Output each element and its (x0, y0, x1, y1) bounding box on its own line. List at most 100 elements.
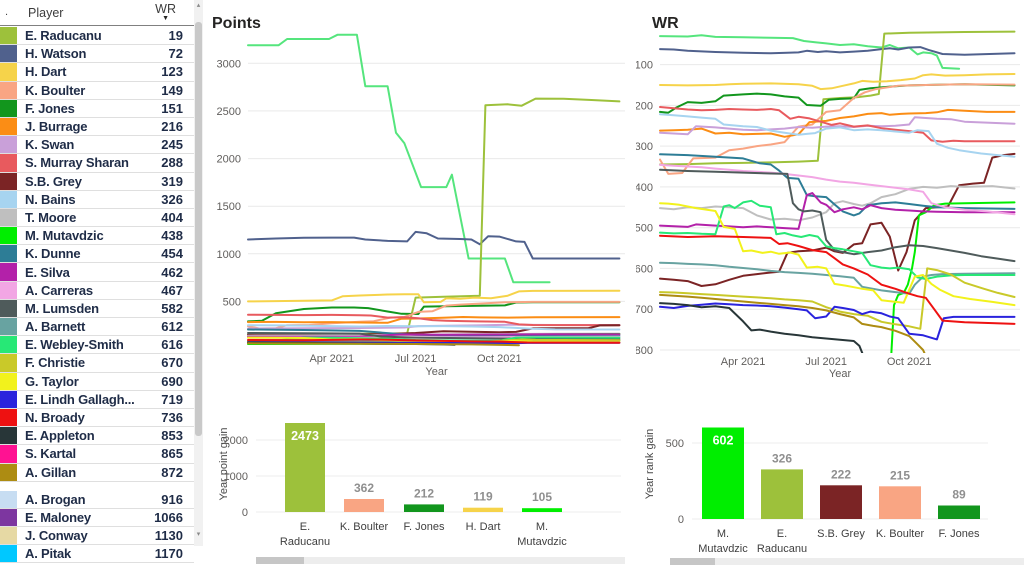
table-row-s-murray-sharan[interactable]: S. Murray Sharan 288 (0, 154, 194, 173)
table-row-k-dunne[interactable]: K. Dunne 454 (0, 245, 194, 264)
scrollbar-thumb[interactable] (256, 557, 304, 564)
y-tick-label: 1500 (217, 201, 241, 213)
series-line-m-lumsden[interactable] (659, 168, 1016, 263)
player-color-swatch (0, 208, 17, 227)
y-tick-label: 3000 (217, 58, 241, 70)
series-line-e-lindh-gallagh[interactable] (659, 302, 1016, 341)
table-row-e-appleton[interactable]: E. Appleton 853 (0, 427, 194, 446)
series-line-n-bains[interactable] (247, 324, 621, 331)
series-line-m-lumsden[interactable] (247, 332, 621, 340)
series-line-n-broady[interactable] (659, 234, 1016, 325)
table-row-e-webley-smith[interactable]: E. Webley-Smith 616 (0, 336, 194, 355)
bar-f-jones[interactable] (404, 504, 444, 512)
table-row-g-taylor[interactable]: G. Taylor 690 (0, 372, 194, 391)
series-line-a-gillan[interactable] (247, 342, 520, 347)
bar-category-label: F. Jones (939, 528, 980, 540)
table-row-n-bains[interactable]: N. Bains 326 (0, 190, 194, 209)
player-name: M. Mutavdzic (25, 228, 104, 244)
player-column-header[interactable]: Player (28, 6, 64, 20)
series-line-h-watson[interactable] (247, 230, 621, 260)
sort-descending-icon[interactable]: ▼ (162, 15, 170, 22)
table-row-h-watson[interactable]: H. Watson 72 (0, 45, 194, 64)
series-line-s-murray-sharan[interactable] (659, 106, 1016, 143)
player-wr-value: 404 (161, 209, 183, 225)
series-line-h-watson[interactable] (659, 46, 1016, 56)
bar-m-mutavdzic[interactable] (702, 427, 744, 520)
player-name: K. Swan (25, 137, 75, 153)
player-color-swatch (0, 527, 17, 545)
table-row-s-kartal[interactable]: S. Kartal 865 (0, 445, 194, 464)
player-wr-value: 736 (161, 410, 183, 426)
table-vertical-scrollbar[interactable]: ▴ ▾ (194, 0, 203, 546)
table-row-a-brogan[interactable]: A. Brogan 916 (0, 490, 194, 509)
bar-h-dart[interactable] (463, 507, 503, 512)
table-row-a-pitak[interactable]: A. Pitak 1170 (0, 545, 194, 564)
series-line-k-dunne[interactable] (659, 153, 1016, 217)
series-line-a-gillan[interactable] (659, 293, 926, 356)
scroll-down-icon[interactable]: ▾ (196, 531, 201, 538)
bar-k-boulter[interactable] (344, 499, 384, 512)
table-row-a-carreras[interactable]: A. Carreras 467 (0, 281, 194, 300)
series-line-n-bains[interactable] (659, 113, 1016, 158)
table-row-e-maloney[interactable]: E. Maloney 1066 (0, 508, 194, 528)
series-line-e-silva[interactable] (247, 333, 621, 338)
series-line-a-carreras[interactable] (659, 163, 1016, 216)
series-line-s-b-grey[interactable] (659, 152, 1016, 287)
bar-e-raducanu[interactable] (761, 469, 803, 519)
table-row-n-broady[interactable]: N. Broady 736 (0, 408, 194, 428)
series-line-s-murray-sharan[interactable] (247, 313, 621, 327)
series-line-h-dart[interactable] (659, 73, 1016, 91)
table-row-f-jones[interactable]: F. Jones 151 (0, 99, 194, 118)
table-row-k-boulter[interactable]: K. Boulter 149 (0, 81, 194, 100)
table-row-e-lindh-gallagh[interactable]: E. Lindh Gallagh... 719 (0, 390, 194, 409)
point-gain-horizontal-scrollbar[interactable] (256, 557, 625, 564)
series-line-a-barnett[interactable] (659, 261, 1016, 295)
series-line-f-christie[interactable] (659, 267, 1016, 330)
bar-f-jones[interactable] (938, 505, 980, 520)
table-row-j-burrage[interactable]: J. Burrage 216 (0, 117, 194, 137)
bar-k-boulter[interactable] (879, 486, 921, 519)
series-line-j-burrage[interactable] (659, 108, 1016, 138)
point-gain-bar-chart-card: Year point gain 0 1000 2000 2473 E. Raducanu 3… (204, 398, 630, 572)
series-line-e-webley-smith[interactable] (659, 199, 1016, 280)
series-line-k-boulter[interactable] (659, 83, 1016, 175)
table-row-m-lumsden[interactable]: M. Lumsden 582 (0, 299, 194, 318)
series-line-h-dart[interactable] (247, 289, 621, 304)
bar-category-label: E. Raducanu (280, 521, 330, 548)
table-row-e-silva[interactable]: E. Silva 462 (0, 263, 194, 282)
series-line-e-appleton[interactable] (659, 302, 864, 356)
series-line-m-mutavdzic[interactable] (890, 201, 1016, 356)
wr-column-header[interactable]: WR ▼ (155, 3, 176, 23)
table-row-s-b-grey[interactable]: S.B. Grey 319 (0, 172, 194, 191)
bar-m-mutavdzic[interactable] (522, 508, 562, 512)
series-line-n-broady[interactable] (247, 338, 621, 344)
series-line-g-taylor[interactable] (659, 202, 1016, 307)
table-row-a-barnett[interactable]: A. Barnett 612 (0, 318, 194, 337)
series-line-f-jones[interactable] (659, 83, 1016, 114)
player-color-swatch (0, 490, 17, 508)
series-line-unlabeled-light-green-line[interactable] (659, 34, 961, 70)
table-row-a-gillan[interactable]: A. Gillan 872 (0, 463, 194, 482)
player-color-swatch (0, 63, 17, 81)
scrollbar-thumb[interactable] (670, 558, 715, 565)
player-name: E. Appleton (25, 428, 95, 444)
bar-e-raducanu[interactable] (285, 423, 325, 512)
bar-value-label: 222 (831, 467, 851, 481)
series-line-e-raducanu[interactable] (247, 97, 621, 336)
series-line-k-swan[interactable] (659, 116, 1016, 136)
player-color-swatch (0, 545, 17, 563)
table-row-j-conway[interactable]: J. Conway 1130 (0, 527, 194, 546)
scroll-up-icon[interactable]: ▴ (196, 2, 201, 9)
scrollbar-thumb[interactable] (195, 22, 202, 436)
player-wr-value: 149 (161, 82, 183, 98)
series-line-e-silva[interactable] (659, 192, 1016, 230)
table-row-f-christie[interactable]: F. Christie 670 (0, 354, 194, 373)
table-row-t-moore[interactable]: T. Moore 404 (0, 208, 194, 228)
table-row-e-raducanu[interactable]: E. Raducanu 19 (0, 27, 194, 46)
player-wr-value: 853 (161, 428, 183, 444)
table-row-h-dart[interactable]: H. Dart 123 (0, 63, 194, 82)
table-row-k-swan[interactable]: K. Swan 245 (0, 136, 194, 155)
bar-s-b-grey[interactable] (820, 485, 862, 519)
rank-gain-horizontal-scrollbar[interactable] (670, 558, 1024, 565)
table-row-m-mutavdzic[interactable]: M. Mutavdzic 438 (0, 227, 194, 246)
